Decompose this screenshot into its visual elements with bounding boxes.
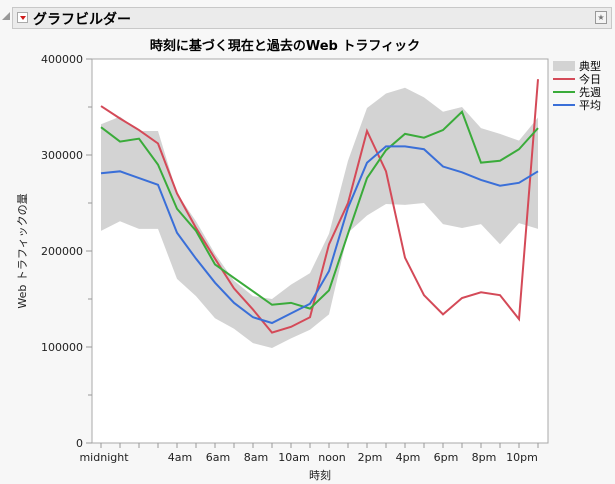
red-triangle-menu-icon[interactable] (17, 12, 28, 23)
legend-item-average: 平均 (553, 99, 601, 112)
legend: 典型 今日 先週 平均 (553, 60, 601, 112)
legend-item-last-week: 先週 (553, 86, 601, 99)
legend-label: 先週 (579, 86, 601, 99)
legend-swatch (553, 78, 575, 80)
y-tick-label: 200000 (41, 245, 83, 258)
legend-item-band: 典型 (553, 60, 601, 73)
legend-swatch (553, 104, 575, 106)
legend-label: 今日 (579, 73, 601, 86)
pin-icon[interactable]: ★ (595, 11, 607, 24)
legend-swatch (553, 91, 575, 93)
series-line-1 (100, 110, 539, 310)
graph-builder-header: グラフビルダー ★ (12, 7, 612, 29)
x-tick-label: 2pm (358, 451, 383, 464)
y-tick-label: 0 (76, 437, 83, 450)
x-tick-label: midnight (79, 451, 129, 464)
y-tick-label: 300000 (41, 149, 83, 162)
y-tick-label: 400000 (41, 53, 83, 66)
x-axis-label: 時刻 (309, 468, 331, 482)
x-tick-label: 8am (244, 451, 268, 464)
x-tick-label: 4pm (396, 451, 421, 464)
y-tick-label: 100000 (41, 341, 83, 354)
series-line-2 (100, 145, 539, 325)
x-tick-label: 8pm (472, 451, 497, 464)
legend-item-today: 今日 (553, 73, 601, 86)
x-tick-label: 10am (278, 451, 309, 464)
x-tick-label: noon (318, 451, 345, 464)
legend-swatch (553, 61, 575, 71)
series-line-0 (100, 79, 539, 334)
legend-label: 平均 (579, 99, 601, 112)
collapse-triangle-icon[interactable] (2, 12, 10, 20)
x-tick-label: 6pm (434, 451, 459, 464)
header-title: グラフビルダー (33, 12, 131, 28)
x-tick-label: 4am (168, 451, 192, 464)
x-tick-label: 6am (206, 451, 230, 464)
y-axis-label: Web トラフィックの量 (16, 193, 29, 308)
legend-label: 典型 (579, 60, 601, 73)
chart-title: 時刻に基づく現在と過去のWeb トラフィック (149, 39, 421, 54)
x-tick-label: 10pm (506, 451, 538, 464)
plot-area (91, 58, 549, 444)
